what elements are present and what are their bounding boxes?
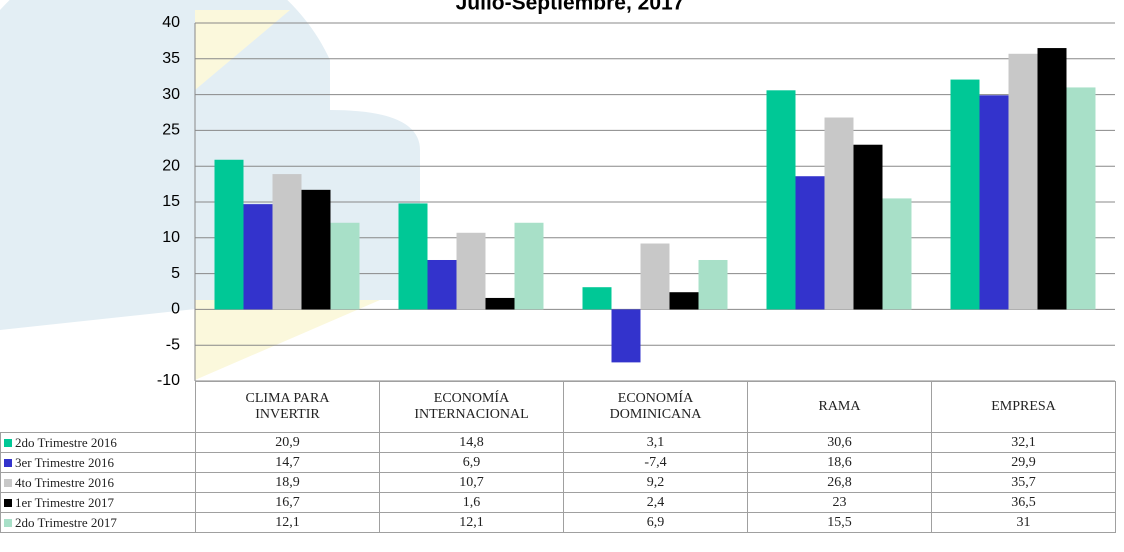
value-label: 10,7 — [379, 472, 564, 493]
value-label: 3,1 — [563, 432, 748, 453]
value-label: 15,5 — [747, 512, 932, 533]
bar — [611, 309, 641, 363]
legend-entry: 3er Trimestre 2016 — [0, 452, 196, 473]
legend-swatch — [4, 478, 12, 487]
watermark — [195, 10, 290, 90]
legend-swatch — [4, 518, 12, 527]
bar — [950, 79, 980, 310]
value-label: -7,4 — [563, 452, 748, 473]
value-label: 1,6 — [379, 492, 564, 513]
y-tick-label: 5 — [171, 265, 180, 282]
bar — [398, 203, 428, 310]
value-label: 9,2 — [563, 472, 748, 493]
bar — [243, 204, 273, 310]
bar — [514, 222, 544, 310]
value-label: 14,7 — [195, 452, 380, 473]
bar — [640, 243, 670, 310]
table-header-row: CLIMA PARA INVERTIR ECONOMÍA INTERNACIONA… — [1, 381, 1116, 433]
table-row: 2do Trimestre 2016 20,9 14,8 3,1 30,6 32,1 — [0, 432, 1116, 453]
bar — [301, 189, 331, 310]
bar — [853, 144, 883, 310]
legend-entry: 2do Trimestre 2017 — [0, 512, 196, 533]
legend-swatch — [4, 458, 12, 467]
table-row: 3er Trimestre 2016 14,7 6,9 -7,4 18,6 29,9 — [0, 452, 1116, 473]
legend-label: 2do Trimestre 2017 — [15, 514, 117, 530]
legend-label: 4to Trimestre 2016 — [15, 474, 114, 490]
table-row: 4to Trimestre 2016 18,9 10,7 9,2 26,8 35,7 — [0, 472, 1116, 493]
legend-label: 2do Trimestre 2016 — [15, 434, 117, 450]
y-tick-label: 15 — [162, 193, 180, 210]
value-label: 16,7 — [195, 492, 380, 513]
y-tick-label: -5 — [166, 336, 180, 353]
bar — [882, 198, 912, 310]
bar — [1066, 87, 1096, 310]
bar — [485, 297, 515, 310]
x-tick-label: ECONOMÍA INTERNACIONAL — [379, 381, 564, 433]
value-label: 6,9 — [563, 512, 748, 533]
value-label: 14,8 — [379, 432, 564, 453]
legend-label: 3er Trimestre 2016 — [15, 454, 114, 470]
y-tick-label: 35 — [162, 50, 180, 67]
value-label: 35,7 — [931, 472, 1116, 493]
value-label: 6,9 — [379, 452, 564, 473]
table-corner — [1, 382, 196, 433]
value-label: 23 — [747, 492, 932, 513]
y-tick-label: 40 — [162, 14, 180, 31]
bar — [272, 174, 302, 310]
value-label: 2,4 — [563, 492, 748, 513]
x-tick-label: EMPRESA — [931, 381, 1116, 433]
y-tick-label: -10 — [157, 372, 180, 389]
chart-title: Julio-Septiembre, 2017 — [456, 0, 685, 15]
bar — [979, 95, 1009, 310]
legend-entry: 1er Trimestre 2017 — [0, 492, 196, 513]
y-tick-label: 20 — [162, 157, 180, 174]
bar — [766, 90, 796, 310]
legend-swatch — [4, 498, 12, 507]
x-tick-label: CLIMA PARA INVERTIR — [195, 381, 380, 433]
value-label: 12,1 — [379, 512, 564, 533]
value-label: 18,9 — [195, 472, 380, 493]
value-label: 29,9 — [931, 452, 1116, 473]
value-label: 20,9 — [195, 432, 380, 453]
value-label: 36,5 — [931, 492, 1116, 513]
legend-entry: 4to Trimestre 2016 — [0, 472, 196, 493]
bar — [1008, 53, 1038, 310]
table-row: 1er Trimestre 2017 16,7 1,6 2,4 23 36,5 — [0, 492, 1116, 513]
bar — [330, 222, 360, 310]
table-row: 2do Trimestre 2017 12,1 12,1 6,9 15,5 31 — [0, 512, 1116, 533]
bar — [669, 292, 699, 310]
value-label: 30,6 — [747, 432, 932, 453]
value-label: 26,8 — [747, 472, 932, 493]
bar — [456, 232, 486, 310]
legend-swatch — [4, 438, 12, 447]
y-tick-label: 25 — [162, 122, 180, 139]
x-tick-label: RAMA — [747, 381, 932, 433]
bar — [1037, 48, 1067, 310]
y-tick-label: 30 — [162, 86, 180, 103]
bar — [698, 259, 728, 310]
value-label: 31 — [931, 512, 1116, 533]
legend-entry: 2do Trimestre 2016 — [0, 432, 196, 453]
data-table: CLIMA PARA INVERTIR ECONOMÍA INTERNACIONA… — [0, 381, 1116, 533]
value-label: 18,6 — [747, 452, 932, 473]
y-tick-label: 0 — [171, 301, 180, 318]
legend-label: 1er Trimestre 2017 — [15, 494, 114, 510]
bar — [795, 176, 825, 310]
value-label: 12,1 — [195, 512, 380, 533]
value-label: 32,1 — [931, 432, 1116, 453]
bar — [214, 159, 244, 310]
watermark — [195, 300, 380, 380]
bar — [824, 117, 854, 310]
bar — [582, 287, 612, 310]
bar — [427, 259, 457, 310]
x-tick-label: ECONOMÍA DOMINICANA — [563, 381, 748, 433]
y-tick-label: 10 — [162, 229, 180, 246]
